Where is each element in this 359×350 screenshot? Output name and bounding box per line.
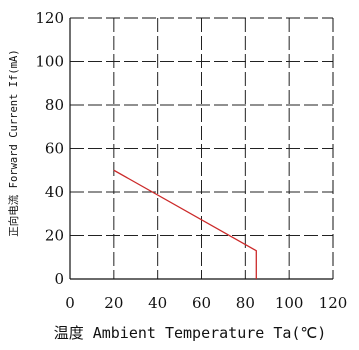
- y-tick-labels: 0 20 40 60 80 100 120: [35, 9, 64, 288]
- grid-lines: [70, 18, 333, 279]
- x-tick-label: 20: [104, 294, 123, 312]
- x-axis-title: 温度 Ambient Temperature Ta(℃): [54, 324, 327, 342]
- x-tick-label: 80: [236, 294, 255, 312]
- series-group: [113, 169, 257, 279]
- y-axis-title: 正向电流 Forward Current If(mA): [7, 49, 20, 236]
- y-tick-label: 0: [54, 270, 64, 288]
- x-tick-label: 60: [192, 294, 211, 312]
- y-tick-label: 80: [45, 96, 64, 114]
- y-tick-label: 40: [45, 183, 64, 201]
- series-line: [113, 169, 257, 279]
- x-tick-label: 120: [319, 294, 348, 312]
- x-tick-label: 100: [275, 294, 304, 312]
- y-tick-label: 60: [45, 140, 64, 158]
- x-tick-label: 0: [65, 294, 75, 312]
- y-tick-label: 100: [35, 53, 64, 71]
- y-tick-label: 120: [35, 9, 64, 27]
- x-tick-labels: 0 20 40 60 80 100 120: [65, 294, 347, 312]
- y-tick-label: 20: [45, 227, 64, 245]
- x-tick-label: 40: [148, 294, 167, 312]
- plot-frame: [69, 17, 334, 280]
